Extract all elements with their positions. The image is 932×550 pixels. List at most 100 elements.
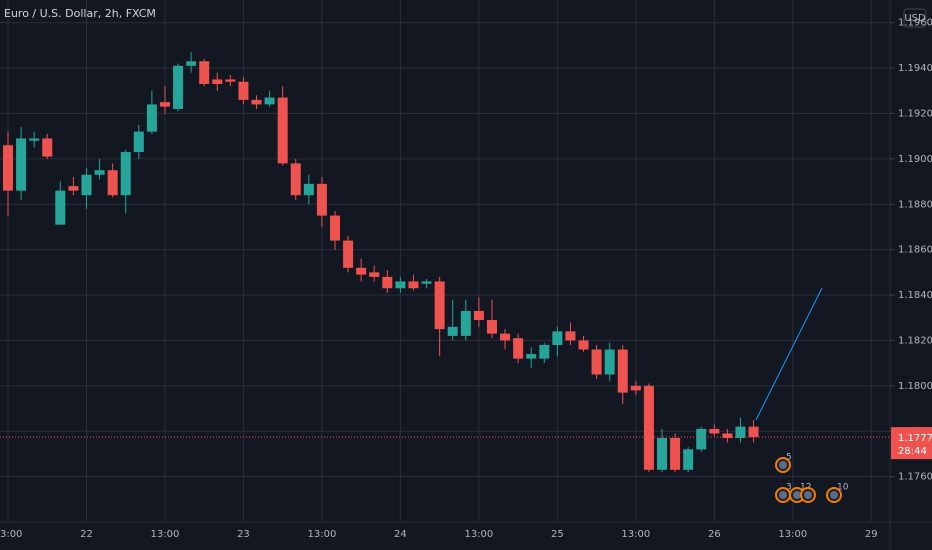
candle-body (630, 385, 641, 391)
candle-body (277, 97, 288, 164)
candle-body (212, 79, 223, 84)
candle-body (369, 272, 380, 277)
y-tick-label: 1.18200 (898, 335, 932, 346)
countdown-label: 28:44 (898, 446, 927, 457)
y-tick-label: 1.18800 (898, 199, 932, 210)
candles (0, 52, 890, 473)
x-tick-label: 13:00 (778, 529, 807, 540)
candle-body (473, 310, 484, 321)
candle-body (303, 183, 314, 196)
candle-body (94, 170, 105, 175)
event-flag (804, 491, 812, 499)
candle-body (159, 102, 170, 107)
candle-body (343, 240, 354, 268)
event-count: 5 (786, 453, 792, 463)
x-tick-label: 25 (551, 529, 564, 540)
candle-body (120, 152, 131, 196)
x-tick-label: 13:00 (621, 529, 650, 540)
candle-body (133, 131, 144, 153)
last-price-box (891, 427, 932, 460)
x-tick-label: 13:00 (308, 529, 337, 540)
candle-body (68, 186, 79, 191)
candle-body (670, 438, 681, 470)
event-count: 10 (837, 483, 849, 493)
last-price-label: 1.17774 (898, 433, 932, 444)
candle-body (552, 331, 563, 345)
candle-body (604, 349, 615, 375)
candle-body (42, 138, 53, 157)
event-flag (793, 491, 801, 499)
candle-body (735, 426, 746, 439)
candle-body (199, 61, 210, 84)
x-tick-label: 29 (865, 529, 878, 540)
candle-body (709, 428, 720, 434)
x-tick-label: 13:00 (151, 529, 180, 540)
candle-body (513, 338, 524, 359)
candle-body (3, 145, 13, 191)
y-tick-label: 1.19400 (898, 63, 932, 74)
candle-body (173, 65, 184, 109)
candle-body (526, 354, 537, 359)
candle-body (186, 61, 197, 66)
y-tick-label: 1.17600 (898, 472, 932, 483)
candle-body (29, 138, 40, 141)
candle-body (146, 104, 157, 132)
x-tick-label: 13:00 (0, 529, 22, 540)
candle-body (683, 449, 694, 470)
trend-line-drawing[interactable] (755, 287, 823, 421)
event-flag (779, 461, 787, 469)
candle-body (434, 281, 445, 330)
candle-body (748, 426, 759, 438)
x-tick-label: 22 (80, 529, 93, 540)
candle-body (539, 344, 550, 359)
candle-body (486, 320, 497, 334)
candle-body (395, 281, 406, 289)
event-count: 3 (786, 483, 792, 493)
candle-body (225, 79, 236, 82)
currency-box[interactable] (903, 8, 927, 28)
candle-body (578, 340, 589, 350)
candle-body (460, 310, 471, 336)
candle-body (16, 138, 27, 191)
candle-body (643, 385, 654, 470)
candle-body (408, 281, 419, 289)
y-tick-label: 1.18600 (898, 245, 932, 256)
candle-body (591, 349, 602, 375)
y-tick-label: 1.18000 (898, 381, 932, 392)
candle-body (81, 174, 92, 196)
axes: 1.176001.178001.180001.182001.184001.186… (0, 18, 932, 540)
candle-body (290, 163, 301, 196)
event-flag (830, 491, 838, 499)
candle-body (316, 183, 327, 216)
y-tick-label: 1.19600 (898, 18, 932, 29)
y-tick-label: 1.19000 (898, 154, 932, 165)
x-tick-label: 26 (708, 529, 721, 540)
candle-body (382, 276, 393, 289)
grid (0, 0, 890, 522)
candle-body (722, 433, 733, 439)
x-tick-label: 23 (237, 529, 250, 540)
x-tick-label: 13:00 (464, 529, 493, 540)
candle-body (330, 215, 340, 241)
y-tick-label: 1.19200 (898, 108, 932, 119)
chart-title: Euro / U.S. Dollar, 2h, FXCM (4, 7, 156, 20)
candle-body (447, 326, 458, 336)
candle-body (617, 349, 628, 393)
candle-body (55, 190, 66, 225)
candle-body (107, 170, 118, 196)
candle-body (657, 438, 667, 470)
candle-body (238, 81, 249, 100)
candle-body (251, 99, 262, 105)
event-flag (779, 491, 787, 499)
currency-label[interactable]: USD (904, 13, 926, 24)
candle-body (264, 97, 275, 105)
y-tick-label: 1.18400 (898, 290, 932, 301)
candle-body (500, 333, 511, 341)
candle-body (356, 267, 367, 275)
candle-body (421, 281, 432, 284)
candle-body (696, 428, 707, 450)
candle-body (565, 331, 576, 341)
